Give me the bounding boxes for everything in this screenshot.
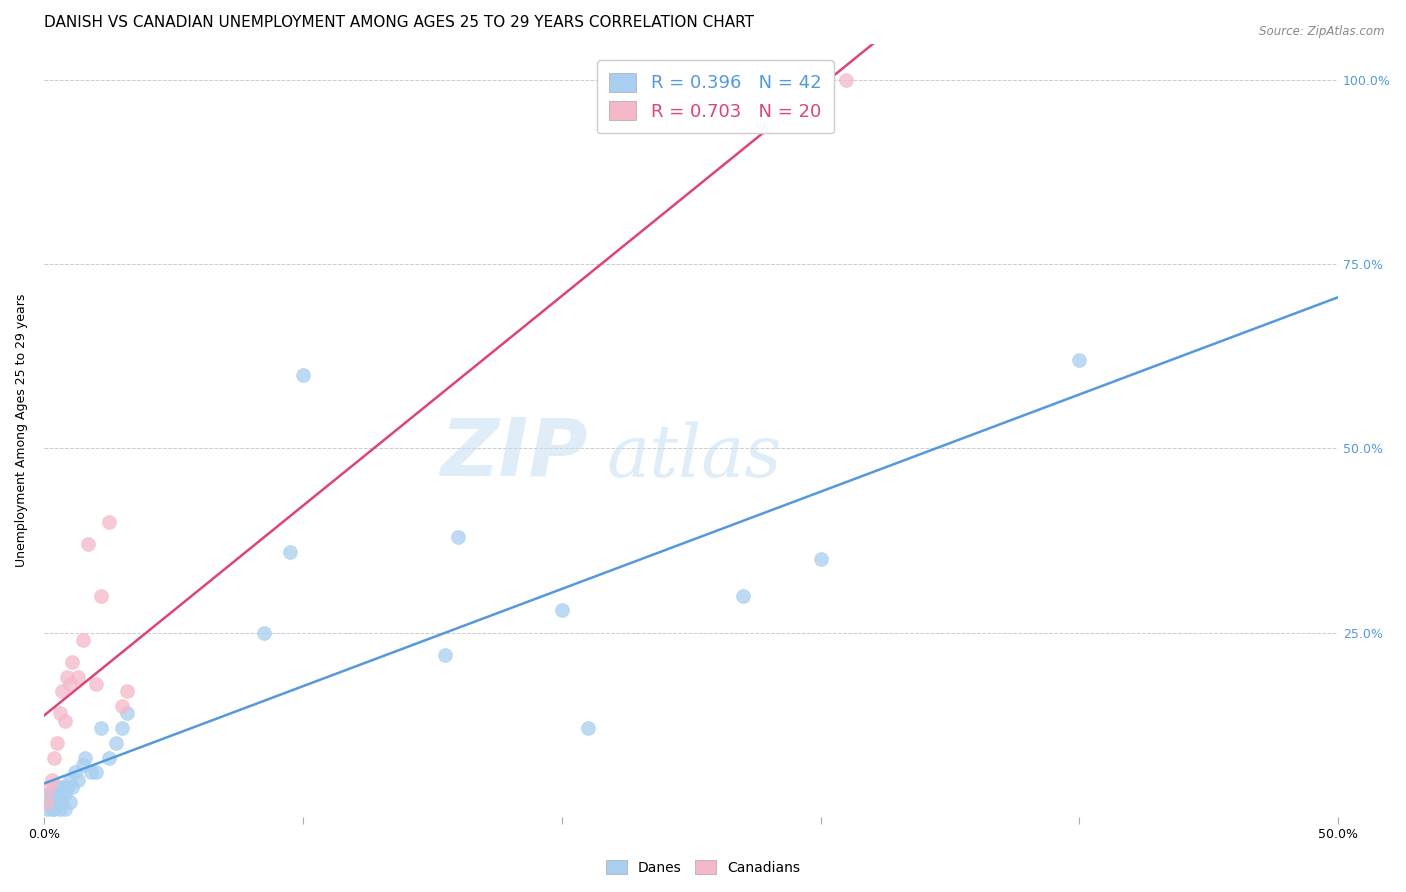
Point	[48, 788, 70, 802]
Point	[56, 670, 79, 684]
Point	[72, 632, 94, 647]
Point	[731, 589, 754, 603]
Point	[48, 706, 70, 721]
Point	[35, 795, 58, 809]
Point	[56, 780, 79, 794]
Text: DANISH VS CANADIAN UNEMPLOYMENT AMONG AGES 25 TO 29 YEARS CORRELATION CHART: DANISH VS CANADIAN UNEMPLOYMENT AMONG AG…	[44, 15, 754, 30]
Y-axis label: Unemployment Among Ages 25 to 29 years: Unemployment Among Ages 25 to 29 years	[15, 293, 28, 566]
Point	[111, 699, 134, 714]
Point	[62, 780, 84, 794]
Point	[59, 795, 82, 809]
Point	[41, 802, 63, 816]
Point	[44, 788, 66, 802]
Point	[84, 677, 107, 691]
Point	[53, 714, 76, 728]
Point	[62, 655, 84, 669]
Point	[810, 552, 832, 566]
Point	[291, 368, 314, 382]
Point	[66, 670, 89, 684]
Point	[44, 750, 66, 764]
Point	[111, 721, 134, 735]
Point	[63, 765, 86, 780]
Point	[90, 721, 112, 735]
Point	[35, 802, 58, 816]
Point	[59, 677, 82, 691]
Point	[53, 788, 76, 802]
Point	[72, 758, 94, 772]
Point	[253, 625, 276, 640]
Point	[115, 684, 138, 698]
Point	[97, 750, 120, 764]
Legend: R = 0.396   N = 42, R = 0.703   N = 20: R = 0.396 N = 42, R = 0.703 N = 20	[596, 61, 834, 134]
Point	[48, 802, 70, 816]
Point	[576, 721, 599, 735]
Point	[45, 736, 67, 750]
Point	[115, 706, 138, 721]
Point	[835, 73, 858, 87]
Point	[79, 765, 101, 780]
Point	[66, 772, 89, 787]
Point	[44, 802, 66, 816]
Point	[51, 780, 73, 794]
Point	[41, 795, 63, 809]
Point	[35, 795, 58, 809]
Point	[41, 788, 63, 802]
Point	[434, 648, 457, 662]
Legend: Danes, Canadians: Danes, Canadians	[600, 855, 806, 880]
Point	[77, 537, 100, 551]
Point	[97, 515, 120, 529]
Point	[38, 780, 60, 794]
Point	[51, 795, 73, 809]
Point	[45, 795, 67, 809]
Text: ZIP: ZIP	[440, 414, 588, 492]
Text: atlas: atlas	[607, 422, 783, 492]
Point	[53, 802, 76, 816]
Point	[447, 530, 470, 544]
Point	[278, 544, 301, 558]
Text: Source: ZipAtlas.com: Source: ZipAtlas.com	[1260, 25, 1385, 38]
Point	[45, 780, 67, 794]
Point	[38, 788, 60, 802]
Point	[90, 589, 112, 603]
Point	[75, 750, 97, 764]
Point	[84, 765, 107, 780]
Point	[41, 772, 63, 787]
Point	[38, 795, 60, 809]
Point	[105, 736, 128, 750]
Point	[1069, 353, 1091, 368]
Point	[51, 684, 73, 698]
Point	[550, 603, 572, 617]
Point	[59, 772, 82, 787]
